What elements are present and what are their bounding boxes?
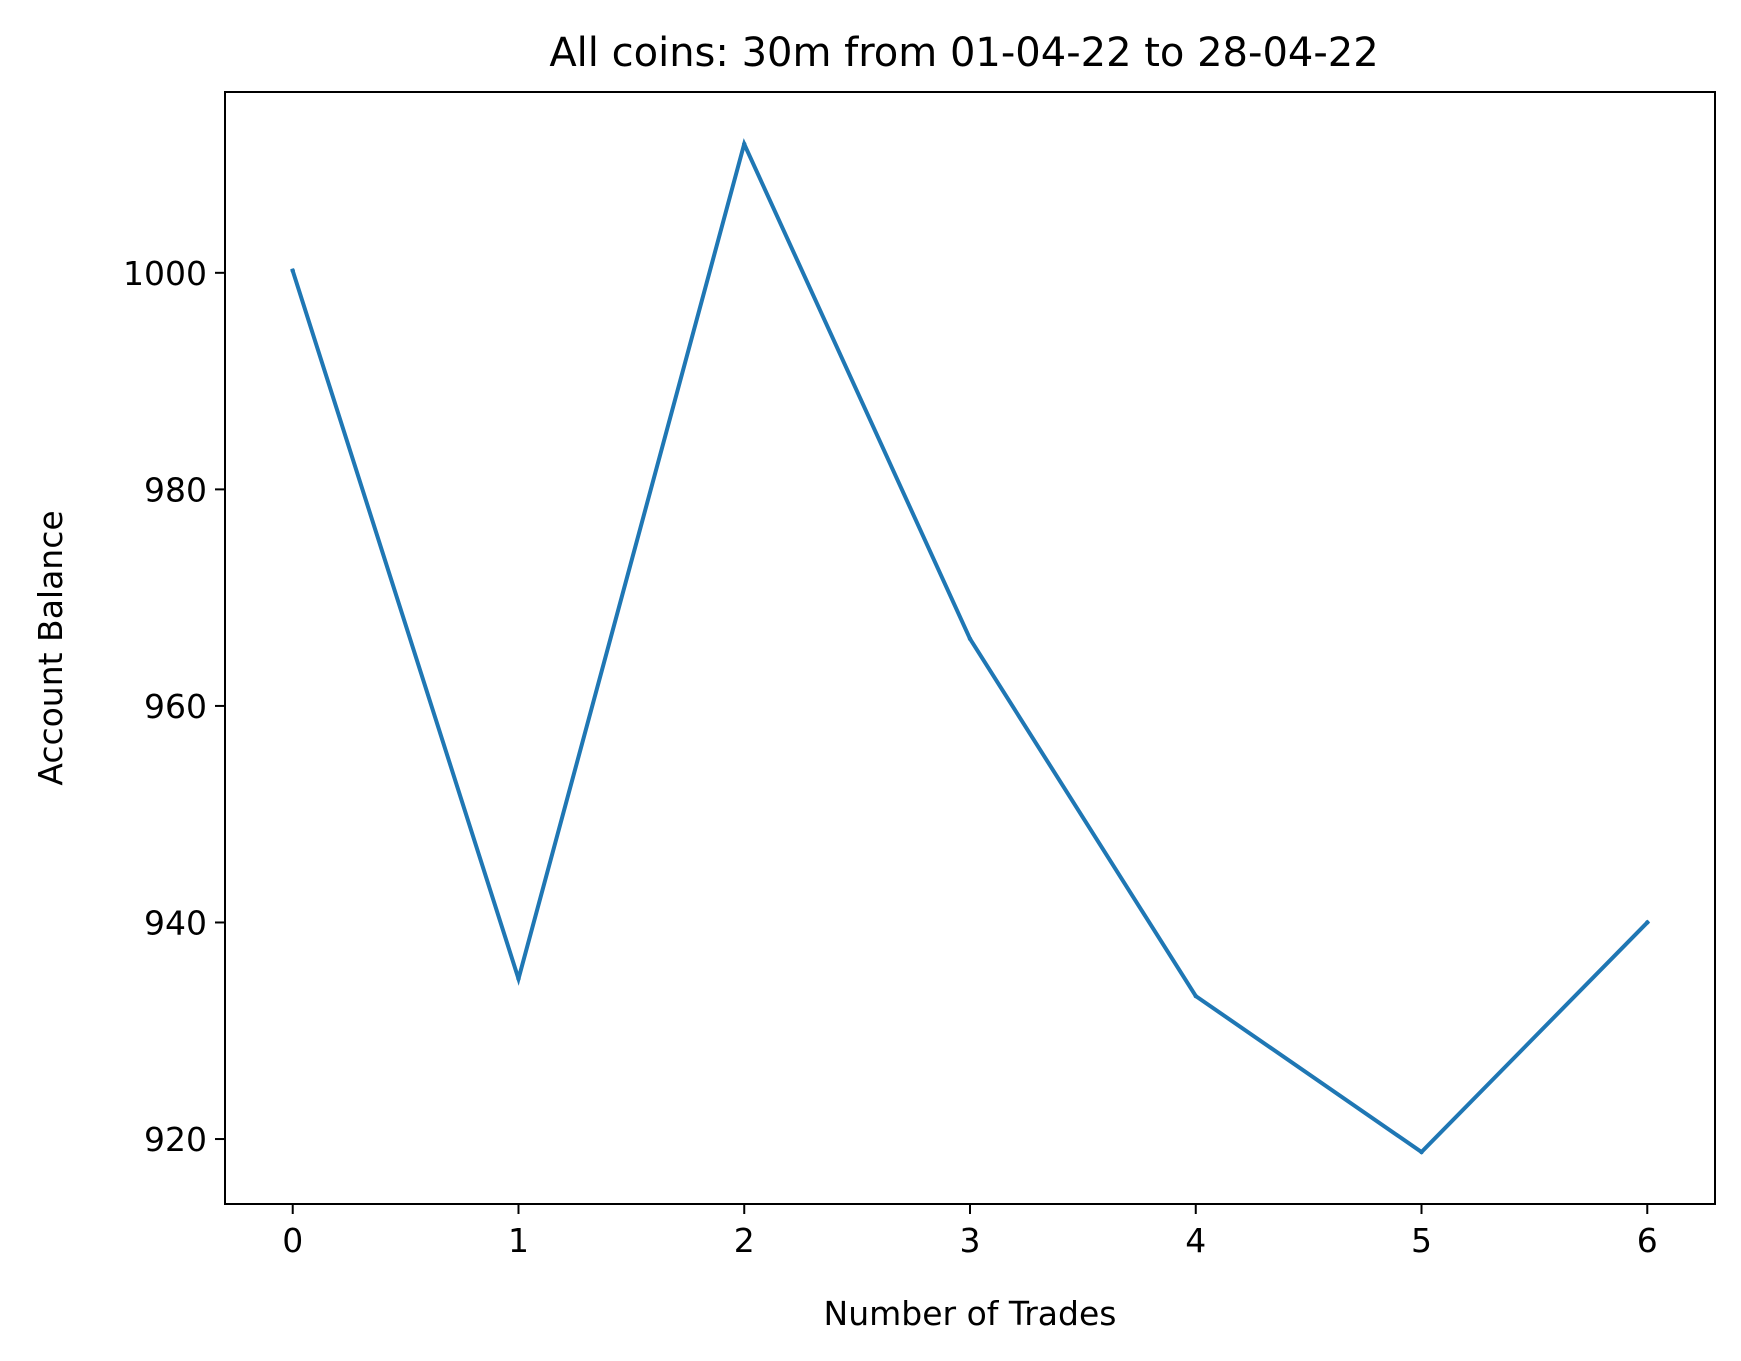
x-tick-label: 0 (282, 1221, 303, 1260)
y-tick-label: 980 (144, 470, 207, 509)
y-axis-ticks: 920 940 960 980 1000 (123, 254, 225, 1159)
y-tick-label: 960 (144, 687, 207, 726)
y-axis-label: Account Balance (31, 510, 70, 785)
data-point (1193, 993, 1198, 999)
x-tick-label: 1 (508, 1221, 529, 1260)
x-tick-label: 5 (1411, 1221, 1432, 1260)
chart-title: All coins: 30m from 01-04-22 to 28-04-22 (549, 30, 1378, 76)
data-point (1419, 1149, 1424, 1155)
plot-area-frame (224, 91, 1716, 1205)
x-axis-label: Number of Trades (824, 1294, 1117, 1333)
data-point (290, 268, 295, 273)
y-tick-label: 920 (144, 1120, 207, 1159)
data-point (1645, 920, 1650, 925)
data-point (516, 976, 521, 981)
series-line (290, 138, 1651, 1155)
x-axis-ticks: 0 1 2 3 4 5 6 (282, 1204, 1658, 1260)
data-point (742, 141, 747, 147)
series-layer (290, 138, 1651, 1155)
x-tick-label: 6 (1637, 1221, 1658, 1260)
x-tick-label: 2 (734, 1221, 755, 1260)
y-tick-label: 940 (144, 903, 207, 942)
y-tick-label: 1000 (123, 254, 207, 293)
x-tick-label: 4 (1185, 1221, 1206, 1260)
x-tick-label: 3 (960, 1221, 981, 1260)
data-point (967, 636, 973, 641)
